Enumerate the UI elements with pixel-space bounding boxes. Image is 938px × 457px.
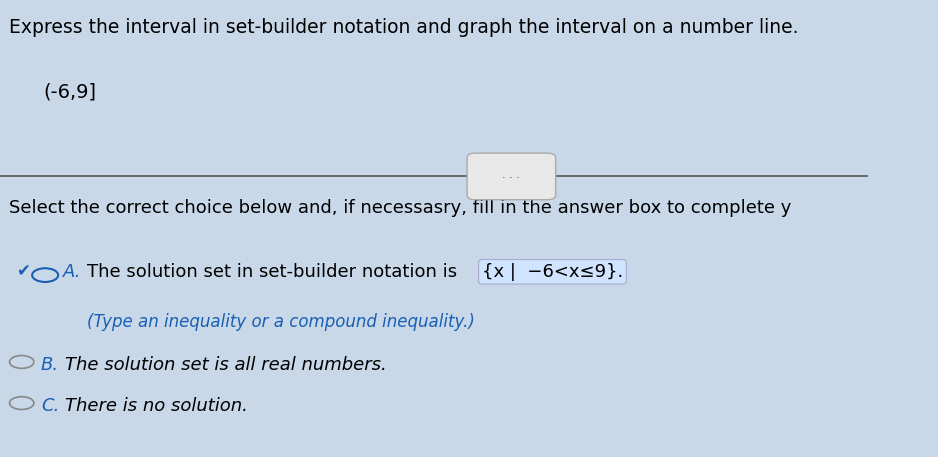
FancyBboxPatch shape bbox=[467, 153, 555, 200]
Text: A.: A. bbox=[63, 263, 81, 281]
Text: {x |  −6<x≤9}.: {x | −6<x≤9}. bbox=[482, 263, 623, 281]
Text: Express the interval in set-builder notation and graph the interval on a number : Express the interval in set-builder nota… bbox=[8, 18, 798, 37]
Text: ✔: ✔ bbox=[16, 263, 29, 281]
Text: (-6,9]: (-6,9] bbox=[43, 82, 97, 101]
Text: B.: B. bbox=[41, 356, 59, 373]
Text: . . .: . . . bbox=[503, 170, 521, 181]
Text: Select the correct choice below and, if necessasry, fill in the answer box to co: Select the correct choice below and, if … bbox=[8, 199, 791, 217]
Text: (Type an inequality or a compound inequality.): (Type an inequality or a compound inequa… bbox=[87, 313, 475, 331]
Text: There is no solution.: There is no solution. bbox=[65, 397, 248, 414]
Text: The solution set in set-builder notation is: The solution set in set-builder notation… bbox=[87, 263, 462, 281]
Text: C.: C. bbox=[41, 397, 59, 414]
Text: The solution set is all real numbers.: The solution set is all real numbers. bbox=[65, 356, 386, 373]
